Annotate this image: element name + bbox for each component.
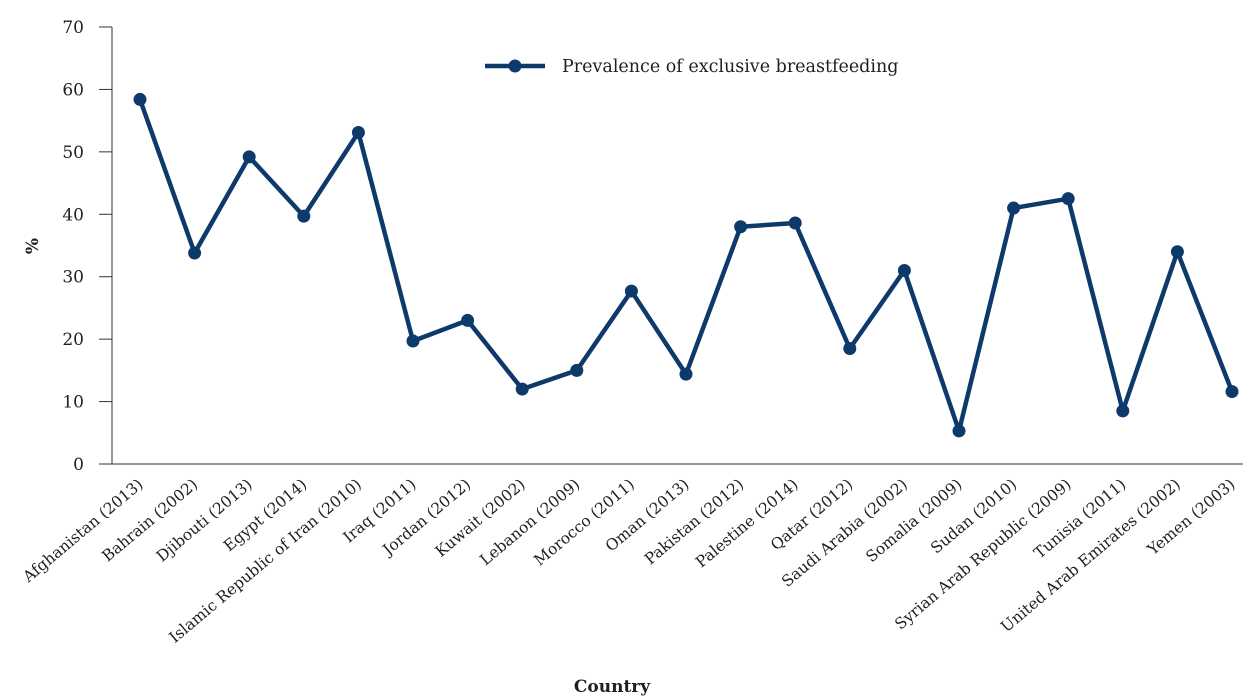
data-point: [734, 220, 748, 234]
data-point: [679, 367, 693, 381]
data-point: [1061, 192, 1075, 206]
data-point: [1007, 201, 1021, 215]
x-axis: Afghanistan (2013)Bahrain (2002)Djibouti…: [19, 463, 1243, 647]
data-point: [297, 209, 311, 223]
data-point: [1225, 385, 1239, 399]
legend: Prevalence of exclusive breastfeeding: [485, 57, 898, 77]
data-point: [1116, 404, 1130, 418]
x-tick-label: Tunisia (2011): [1031, 475, 1130, 562]
data-point: [897, 263, 911, 277]
y-tick-label: 0: [73, 455, 84, 475]
y-axis-title: %: [23, 238, 43, 254]
x-tick-label: Djibouti (2013): [153, 475, 256, 565]
x-tick-label: Palestine (2014): [692, 475, 802, 571]
y-tick-label: 20: [62, 330, 84, 350]
data-point: [242, 150, 256, 164]
x-tick-label: Pakistan (2012): [641, 475, 747, 568]
y-tick-label: 70: [62, 18, 84, 38]
data-point: [188, 246, 202, 260]
data-point: [406, 334, 420, 348]
data-point: [515, 382, 529, 396]
data-point: [461, 313, 475, 327]
series-line: [137, 97, 1235, 434]
y-tick-label: 60: [62, 80, 84, 100]
data-point: [570, 363, 584, 377]
data-point: [624, 284, 638, 298]
data-point: [1170, 245, 1184, 259]
series-layer: [133, 92, 1239, 438]
y-tick-label: 10: [62, 393, 84, 413]
y-axis: 0 10 20 30 40 50 60 70: [62, 18, 113, 475]
x-tick-label: Morocco (2011): [531, 475, 638, 569]
x-tick-label: Bahrain (2002): [99, 475, 201, 565]
x-tick-label: Somalia (2009): [862, 475, 965, 566]
data-point: [351, 126, 365, 140]
data-point: [843, 342, 857, 356]
y-tick-label: 40: [62, 205, 84, 225]
legend-label: Prevalence of exclusive breastfeeding: [562, 57, 898, 77]
data-point: [788, 216, 802, 230]
data-point: [133, 92, 147, 106]
y-tick-label: 50: [62, 143, 84, 163]
x-axis-title: Country: [574, 677, 651, 697]
data-point: [952, 424, 966, 438]
y-tick-label: 30: [62, 268, 84, 288]
x-tick-label: Islamic Republic of Iran (2010): [166, 475, 365, 646]
legend-marker: [508, 59, 522, 73]
